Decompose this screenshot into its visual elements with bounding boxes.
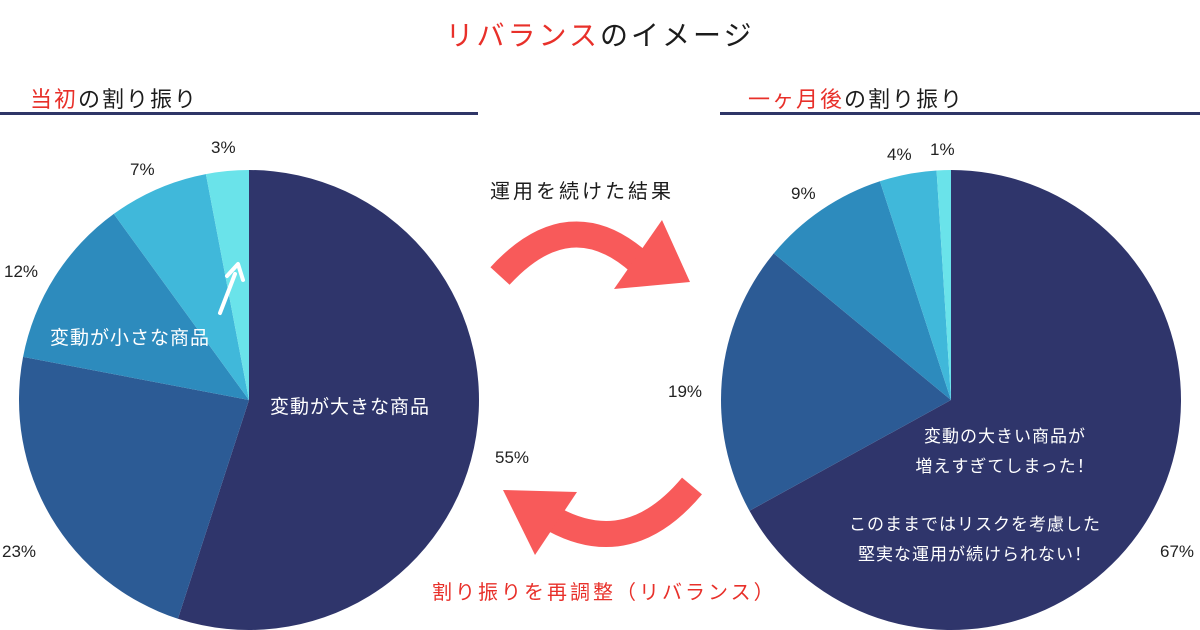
arrow-caption-forward: 運用を続けた結果 bbox=[490, 179, 674, 203]
title-highlight: リバランス bbox=[445, 19, 600, 52]
pie-chart-initial bbox=[18, 170, 480, 630]
pie-right-slice-19 bbox=[720, 253, 951, 511]
pie-right-slice-1 bbox=[936, 170, 951, 400]
left-heading: 当初の割り振り bbox=[30, 82, 198, 114]
pie-left-slice-55 bbox=[177, 170, 480, 630]
left-heading-rule bbox=[0, 112, 478, 115]
pie-left-label-55: 55% bbox=[495, 448, 530, 467]
pie-right-slice-4 bbox=[879, 170, 951, 400]
note-line-1: 変動の大きい商品が bbox=[924, 427, 1086, 447]
pie-right-label-4: 4% bbox=[887, 145, 912, 164]
pie-left-slice-7 bbox=[113, 174, 250, 400]
pie-right-label-9: 9% bbox=[791, 184, 816, 203]
note-line-2: 増えすぎてしまった！ bbox=[915, 457, 1095, 477]
right-heading-highlight: 一ヶ月後 bbox=[748, 88, 845, 113]
note-line-4: 堅実な運用が続けられない！ bbox=[858, 545, 1092, 565]
right-heading: 一ヶ月後の割り振り bbox=[748, 82, 964, 114]
pie-right-slice-9 bbox=[773, 181, 951, 400]
pie-left-label-23: 23% bbox=[2, 542, 37, 561]
right-heading-rule bbox=[720, 112, 1200, 115]
curved-arrow-back-icon bbox=[503, 477, 702, 555]
page-title: リバランスのイメージ bbox=[0, 14, 1200, 54]
left-heading-rest: の割り振り bbox=[78, 88, 199, 113]
right-note-bottom: このままではリスクを考慮した 堅実な運用が続けられない！ bbox=[800, 510, 1150, 570]
title-rest: のイメージ bbox=[600, 19, 755, 52]
pie-right-label-19: 19% bbox=[668, 382, 703, 401]
note-line-3: このままではリスクを考慮した bbox=[849, 515, 1101, 535]
curved-arrow-forward-icon bbox=[490, 220, 690, 289]
right-note-top: 変動の大きい商品が 増えすぎてしまった！ bbox=[835, 422, 1175, 482]
label-large-volatility: 変動が大きな商品 bbox=[270, 396, 431, 418]
pie-left-label-12: 12% bbox=[4, 262, 39, 281]
pie-left-slice-23 bbox=[18, 356, 249, 619]
pie-left-slice-12 bbox=[23, 213, 250, 400]
small-slice-pointer-icon bbox=[218, 262, 245, 315]
pie-left-label-3: 3% bbox=[211, 138, 236, 157]
label-small-volatility: 変動が小さな商品 bbox=[50, 327, 211, 349]
pie-right-label-1: 1% bbox=[930, 140, 955, 159]
right-heading-rest: の割り振り bbox=[844, 88, 965, 113]
arrow-caption-rebalance: 割り振りを再調整（リバランス） bbox=[432, 580, 777, 604]
pie-right-label-67: 67% bbox=[1160, 542, 1195, 561]
left-heading-highlight: 当初 bbox=[30, 88, 79, 113]
pie-right-slice-67 bbox=[749, 170, 1181, 630]
pie-left-slice-3 bbox=[205, 170, 249, 400]
pie-chart-after-month bbox=[720, 170, 1181, 630]
pie-left-label-7: 7% bbox=[130, 160, 155, 179]
